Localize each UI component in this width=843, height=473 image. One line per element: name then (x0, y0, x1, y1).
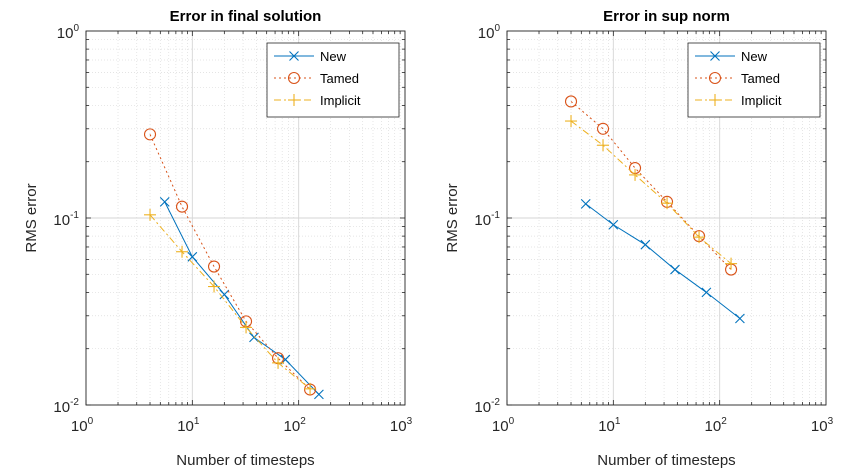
marker-stroke (735, 313, 745, 324)
marker-stroke (187, 251, 198, 262)
data-point (219, 289, 230, 300)
y-tick-label: 100 (478, 23, 501, 42)
legend-label: Tamed (741, 71, 780, 86)
x-tick-label: 101 (598, 416, 621, 435)
data-point (640, 239, 651, 250)
series-new (580, 198, 745, 324)
chart-title: Error in sup norm (603, 8, 730, 25)
y-tick-label: 10-2 (474, 397, 500, 416)
data-point (240, 321, 253, 334)
data-point (175, 200, 189, 213)
marker-stroke (159, 196, 170, 207)
legend-label: Implicit (741, 93, 782, 108)
marker-stroke (314, 389, 324, 400)
legend-label: New (741, 49, 768, 64)
legend-entry-new: New (274, 49, 347, 64)
data-point (580, 198, 591, 209)
series-implicit (144, 208, 317, 395)
legend-entry-new: New (695, 49, 768, 64)
data-point (701, 287, 712, 298)
series-tamed (564, 95, 738, 276)
data-point (735, 313, 745, 324)
series-line (164, 201, 320, 395)
legend-entry-tamed: Tamed (274, 71, 359, 86)
data-point (596, 122, 610, 135)
x-tick-label: 102 (705, 416, 728, 435)
data-point (207, 260, 221, 273)
legend: New Tamed Implicit (266, 42, 400, 118)
data-point (693, 231, 706, 244)
legend: New Tamed Implicit (687, 42, 821, 118)
legend-marker (710, 51, 720, 61)
y-tick-label: 100 (57, 23, 80, 42)
legend-marker (288, 94, 300, 106)
y-tick-label: 10-1 (474, 210, 500, 229)
y-tick-label: 10-2 (53, 397, 79, 416)
series-line (585, 203, 741, 319)
data-point (314, 389, 324, 400)
legend-entry-tamed: Tamed (695, 71, 780, 86)
data-point (661, 197, 674, 210)
data-point (272, 356, 285, 369)
data-point (176, 245, 189, 258)
series-new (159, 196, 324, 400)
legend-label: Implicit (320, 93, 361, 108)
data-point (143, 128, 157, 141)
legend-marker (708, 71, 722, 85)
legend-marker (289, 51, 299, 61)
marker-stroke (249, 332, 259, 343)
data-point (187, 251, 198, 262)
marker-stroke (710, 51, 720, 61)
series-line (570, 101, 732, 270)
marker-stroke (219, 289, 230, 300)
data-point (725, 257, 738, 270)
chart-title: Error in final solution (170, 8, 322, 25)
x-tick-label: 102 (284, 416, 307, 435)
x-tick-label: 103 (390, 416, 413, 435)
data-point (249, 332, 259, 343)
y-axis-label: RMS error (23, 183, 40, 252)
chart-panel-1: 100 101 102 103 10-2 10-1 100 Error in final so… (23, 8, 413, 469)
marker-stroke (608, 219, 619, 230)
axes-box (506, 30, 827, 406)
chart-panel-2: 100 101 102 103 10-2 10-1 100 Error in sup norm… (444, 8, 834, 469)
x-axis-label: Number of timesteps (597, 452, 735, 469)
legend-entry-implicit: Implicit (695, 93, 782, 108)
series-line (149, 214, 311, 390)
data-point (629, 168, 642, 181)
marker-stroke (580, 198, 591, 209)
ticks (506, 31, 826, 406)
series-implicit (565, 115, 738, 270)
axes-box (85, 30, 406, 406)
x-tick-label: 103 (811, 416, 834, 435)
data-point (564, 95, 578, 108)
marker-stroke (640, 239, 651, 250)
marker-stroke (289, 51, 299, 61)
x-axis-label: Number of timesteps (176, 452, 314, 469)
y-axis-label: RMS error (444, 183, 461, 252)
y-tick-label: 10-1 (53, 210, 79, 229)
data-point (144, 208, 157, 221)
legend-marker (709, 94, 721, 106)
marker-stroke (670, 264, 680, 275)
legend-label: Tamed (320, 71, 359, 86)
series-line (570, 120, 732, 265)
x-tick-label: 101 (177, 416, 200, 435)
legend-entry-implicit: Implicit (274, 93, 361, 108)
data-point (565, 115, 578, 128)
data-point (670, 264, 680, 275)
data-point (608, 219, 619, 230)
data-point (208, 280, 221, 293)
data-point (597, 139, 610, 152)
x-tick-label: 100 (492, 416, 515, 435)
data-point (304, 382, 317, 395)
marker-stroke (701, 287, 712, 298)
data-point (159, 196, 170, 207)
legend-label: New (320, 49, 347, 64)
x-tick-label: 100 (71, 416, 94, 435)
legend-marker (287, 71, 301, 85)
